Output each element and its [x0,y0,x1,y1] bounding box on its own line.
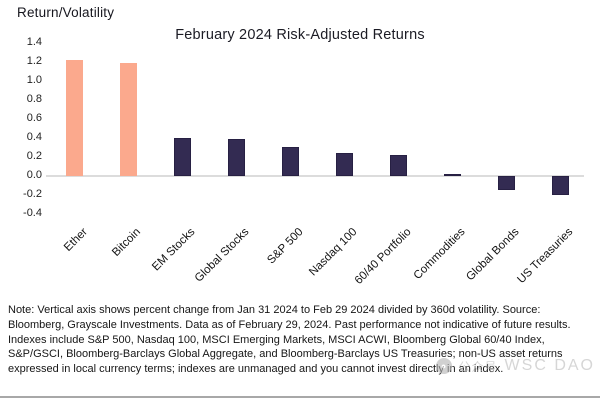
zero-axis-line [46,175,584,177]
x-category-label-global-bonds: Global Bonds [464,226,522,284]
y-tick-label: -0.2 [23,188,42,200]
y-tick-label: 0.6 [26,112,42,124]
y-tick-label: 0.0 [26,169,42,181]
footnote-text: Note: Vertical axis shows percent change… [8,304,571,376]
y-tick-label: -0.4 [23,207,42,219]
bar-s-p-500 [281,147,299,176]
y-tick-label: 0.8 [26,93,42,105]
x-category-label-em-stocks: EM Stocks [150,226,198,274]
x-category-label-60-40-portfolio: 60/40 Portfolio [352,226,414,287]
y-tick-label: 1.4 [26,36,42,48]
x-category-label-us-treasuries: US Treasuries [515,226,576,287]
bottom-divider [0,396,600,398]
bar-commodities [443,174,461,176]
y-axis-title: Return/Volatility [17,5,115,20]
bar-global-stocks [227,139,245,176]
x-category-label-nasdaq-100: Nasdaq 100 [307,226,360,279]
y-tick-label: 0.2 [26,150,42,162]
x-category-label-s-p-500: S&P 500 [265,226,306,267]
bar-nasdaq-100 [335,153,353,176]
bar-bitcoin [119,63,137,176]
bar-ether [65,60,83,176]
x-category-label-bitcoin: Bitcoin [110,226,144,259]
y-tick-label: 0.4 [26,131,42,143]
plot-area: 1.4 1.2 1.0 0.8 0.6 0.4 0.2 0.0 -0.2 -0.4 Ether Bit… [23,36,584,287]
bar-em-stocks [173,138,191,176]
x-category-label-global-stocks: Global Stocks [192,226,252,285]
x-category-label-ether: Ether [61,226,90,254]
bar-60-40-portfolio [389,155,407,176]
chart-title: February 2024 Risk-Adjusted Returns [175,27,425,43]
bar-us-treasuries [551,176,569,195]
y-tick-label: 1.2 [26,55,42,67]
y-tick-label: 1.0 [26,74,42,86]
x-category-label-commodities: Commodities [411,226,468,282]
bar-global-bonds [497,176,515,190]
